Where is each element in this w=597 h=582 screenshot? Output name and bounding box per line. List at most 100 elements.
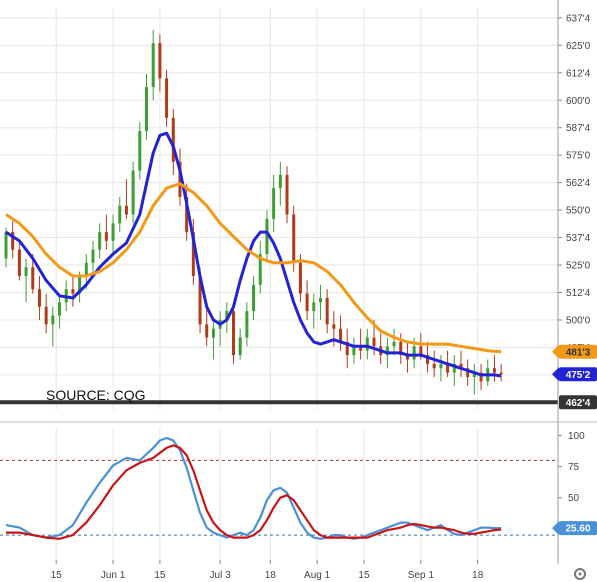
moving-average-badge-pointer — [552, 344, 559, 359]
x-tick-label: Jun 1 — [101, 570, 126, 581]
x-tick-label: Jul 3 — [210, 570, 232, 581]
candle-up — [439, 363, 443, 369]
candle-down — [158, 43, 162, 79]
price-tick-label: 562'4 — [566, 178, 591, 189]
moving-average-badge-box — [559, 344, 597, 359]
candle-down — [205, 324, 209, 338]
osc-value-label: 25.60 — [565, 524, 590, 535]
candle-up — [51, 315, 55, 325]
price-tick-label: 600'0 — [566, 96, 591, 107]
candle-down — [405, 355, 409, 360]
candle-up — [258, 254, 262, 285]
price-panel — [0, 29, 558, 405]
candle-up — [272, 188, 276, 219]
candle-up — [452, 363, 456, 373]
candle-up — [98, 232, 102, 250]
settings-icon-center — [578, 572, 582, 576]
candle-down — [345, 341, 349, 356]
x-tick-label: Sep 1 — [408, 570, 435, 581]
candle-up — [138, 131, 142, 171]
candle-up — [312, 302, 316, 312]
candle-down — [44, 306, 48, 325]
candle-up — [412, 346, 416, 360]
candle-down — [71, 289, 75, 294]
candle-up — [265, 218, 269, 255]
candle-down — [124, 205, 128, 215]
osc-value-pointer — [552, 521, 559, 536]
candle-down — [292, 214, 296, 263]
candle-up — [84, 262, 88, 276]
candle-up — [131, 170, 135, 215]
candle-down — [446, 363, 450, 373]
candle-up — [4, 232, 8, 259]
x-tick-label: 15 — [154, 570, 166, 581]
horizontal-level-badge — [559, 395, 597, 410]
x-tick-label: Aug 1 — [304, 570, 331, 581]
candle-down — [11, 232, 15, 250]
candle-down — [359, 346, 363, 351]
candle-up — [318, 297, 322, 303]
candle-up — [91, 249, 95, 263]
candle-down — [339, 328, 343, 342]
candle-down — [459, 363, 463, 369]
candle-down — [298, 262, 302, 294]
price-tick-label: 550'0 — [566, 206, 591, 217]
candle-up — [352, 346, 356, 356]
candle-down — [231, 311, 235, 356]
settings-icon — [574, 568, 586, 580]
candle-up — [111, 223, 115, 241]
candle-down — [171, 117, 175, 162]
candle-down — [178, 161, 182, 197]
osc-tick-label: 50 — [568, 493, 580, 504]
candle-up — [252, 284, 256, 312]
candle-up — [24, 267, 28, 276]
oscillator-fast-line — [5, 436, 502, 540]
price-tick-label: 612'4 — [566, 68, 591, 79]
oscillator-slow-line — [6, 444, 502, 540]
osc-tick-label: 100 — [568, 431, 585, 442]
current-price-badge-label: 475'2 — [566, 370, 591, 381]
current-price-badge: 475'2 — [552, 367, 597, 382]
moving-average-badge: 481'3 — [552, 344, 597, 359]
moving-average-blue — [5, 131, 502, 378]
candle-down — [499, 372, 503, 375]
candle-down — [104, 232, 108, 241]
price-tick-label: 625'0 — [566, 41, 591, 52]
moving-average-orange — [5, 182, 502, 354]
price-tick-label: 512'4 — [566, 288, 591, 299]
candle-down — [399, 341, 403, 356]
x-tick-label: 15 — [51, 570, 63, 581]
candle-down — [332, 324, 336, 329]
current-price-badge-pointer — [552, 367, 559, 382]
candle-down — [492, 368, 496, 373]
candle-down — [285, 174, 289, 215]
candle-up — [392, 341, 396, 347]
price-tick-label: 587'4 — [566, 123, 591, 134]
candle-up — [151, 43, 155, 88]
horizontal-level-label: 462'4 — [566, 398, 591, 409]
candle-down — [198, 276, 202, 325]
candle-down — [372, 337, 376, 347]
candle-down — [305, 293, 309, 312]
candle-down — [419, 346, 423, 356]
candle-up — [78, 276, 82, 294]
candle-down — [325, 297, 329, 325]
candle-up — [472, 372, 476, 378]
candle-up — [385, 346, 389, 356]
candle-down — [31, 267, 35, 290]
candle-up — [118, 205, 122, 224]
candle-up — [211, 328, 215, 338]
candle-up — [225, 311, 229, 320]
oscillator-panel — [0, 436, 558, 540]
source-label: SOURCE: CQG — [46, 387, 146, 403]
x-tick-label: 18 — [265, 570, 277, 581]
candle-down — [426, 355, 430, 364]
candle-down — [479, 372, 483, 382]
price-tick-label: 537'4 — [566, 233, 591, 244]
price-tick-label: 525'0 — [566, 261, 591, 272]
price-tick-label: 575'0 — [566, 151, 591, 162]
candle-down — [165, 78, 169, 118]
